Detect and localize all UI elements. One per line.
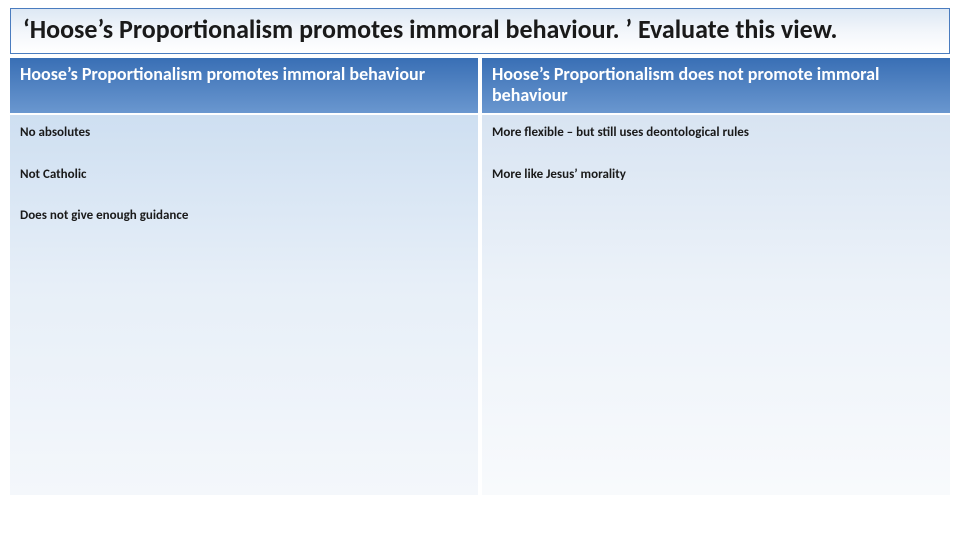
- right-point: More flexible – but still uses deontolog…: [492, 125, 940, 141]
- column-headers-row: Hoose’s Proportionalism promotes immoral…: [10, 58, 950, 113]
- slide: ‘Hoose’s Proportionalism promotes immora…: [0, 0, 960, 540]
- left-column-header: Hoose’s Proportionalism promotes immoral…: [10, 58, 478, 113]
- left-point: Does not give enough guidance: [20, 208, 468, 224]
- right-column-header: Hoose’s Proportionalism does not promote…: [482, 58, 950, 113]
- slide-title: ‘Hoose’s Proportionalism promotes immora…: [23, 15, 937, 45]
- left-point: Not Catholic: [20, 167, 468, 183]
- left-column-body: No absolutes Not Catholic Does not give …: [10, 115, 478, 495]
- title-box: ‘Hoose’s Proportionalism promotes immora…: [10, 8, 950, 54]
- left-point: No absolutes: [20, 125, 468, 141]
- body-columns: No absolutes Not Catholic Does not give …: [10, 115, 950, 495]
- right-point: More like Jesus’ morality: [492, 167, 940, 183]
- right-column-body: More flexible – but still uses deontolog…: [482, 115, 950, 495]
